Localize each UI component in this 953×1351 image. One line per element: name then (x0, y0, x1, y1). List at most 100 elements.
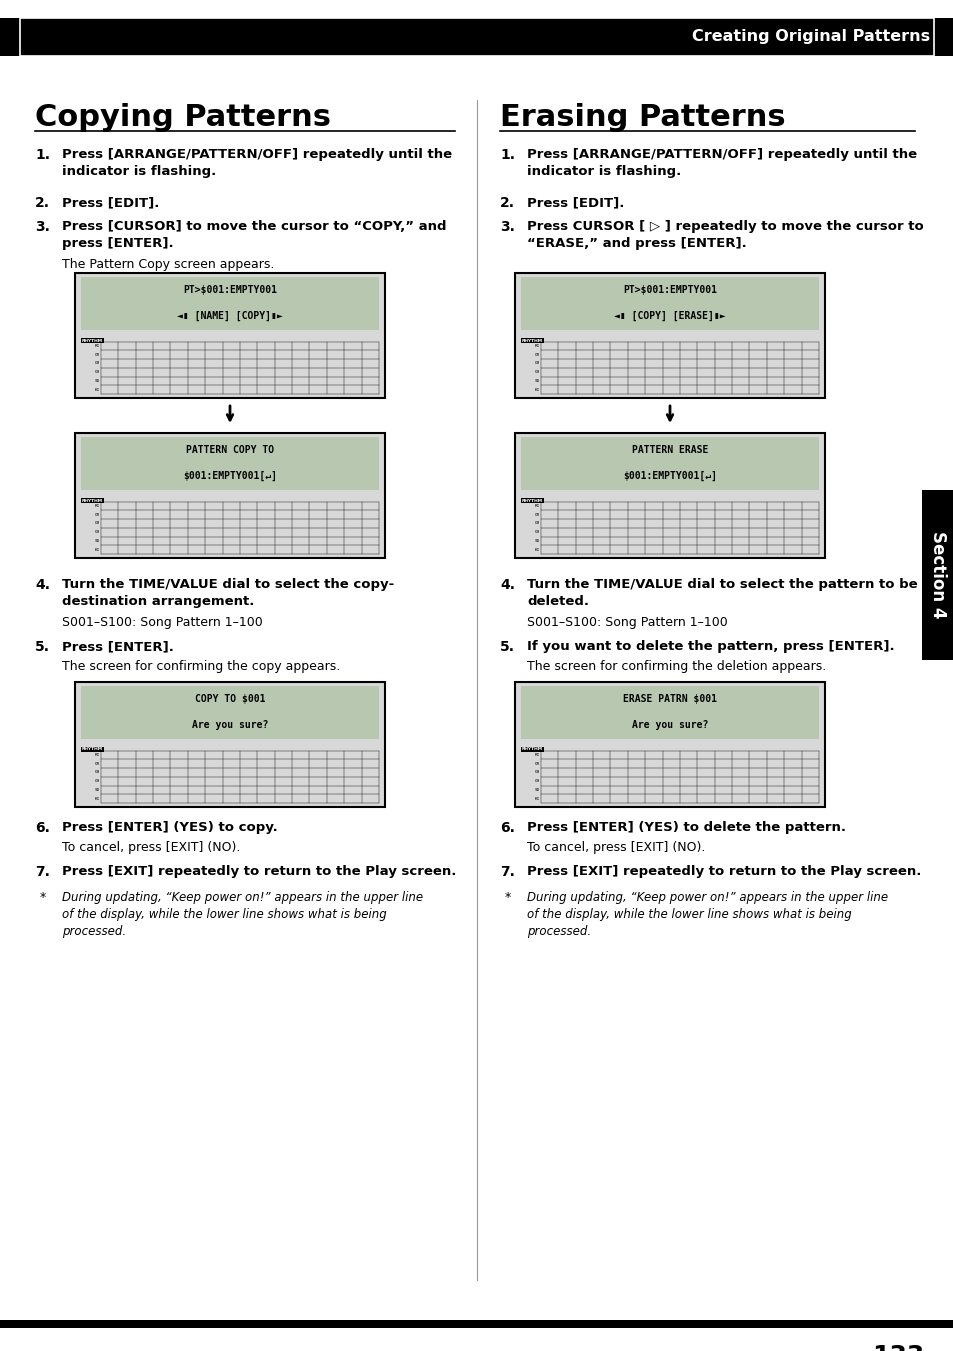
Text: CR: CR (94, 512, 100, 516)
Text: RHYTHM: RHYTHM (521, 499, 542, 503)
Bar (520, 436, 818, 489)
Bar (520, 277, 818, 330)
Bar (75, 273, 385, 399)
Bar (515, 682, 824, 807)
Text: 3.: 3. (499, 220, 515, 234)
Text: PT>$001:EMPTY001: PT>$001:EMPTY001 (183, 285, 276, 295)
Text: Turn the TIME/VALUE dial to select the copy-
destination arrangement.: Turn the TIME/VALUE dial to select the c… (62, 578, 394, 608)
Text: KI: KI (535, 388, 539, 392)
Text: CR: CR (94, 762, 100, 766)
Text: KI: KI (535, 547, 539, 551)
Text: 2.: 2. (499, 196, 515, 209)
Text: The screen for confirming the copy appears.: The screen for confirming the copy appea… (62, 661, 340, 673)
Text: 3.: 3. (35, 220, 50, 234)
Text: ◄▮ [COPY] [ERASE]▮►: ◄▮ [COPY] [ERASE]▮► (614, 311, 725, 322)
Text: Section 4: Section 4 (928, 531, 946, 619)
Text: Press [ARRANGE/PATTERN/OFF] repeatedly until the
indicator is flashing.: Press [ARRANGE/PATTERN/OFF] repeatedly u… (62, 149, 452, 178)
Text: RI: RI (535, 345, 539, 347)
Text: OH: OH (94, 361, 100, 365)
Text: Press [EDIT].: Press [EDIT]. (526, 196, 623, 209)
Text: 7.: 7. (35, 865, 50, 880)
Text: S001–S100: Song Pattern 1–100: S001–S100: Song Pattern 1–100 (62, 616, 262, 630)
Text: ◄▮ [NAME] [COPY]▮►: ◄▮ [NAME] [COPY]▮► (177, 311, 283, 322)
Text: Press [ENTER] (YES) to copy.: Press [ENTER] (YES) to copy. (62, 821, 277, 834)
Text: KI: KI (94, 388, 100, 392)
Text: Press CURSOR [ ▷ ] repeatedly to move the cursor to
“ERASE,” and press [ENTER].: Press CURSOR [ ▷ ] repeatedly to move th… (526, 220, 923, 250)
Bar (921, 490, 953, 661)
Text: Erasing Patterns: Erasing Patterns (499, 103, 785, 132)
Text: KI: KI (94, 797, 100, 801)
Bar (75, 682, 385, 807)
Text: CH: CH (535, 370, 539, 374)
Text: CH: CH (94, 370, 100, 374)
Text: SD: SD (94, 788, 100, 792)
Text: RHYTHM: RHYTHM (82, 747, 103, 751)
Text: CH: CH (535, 780, 539, 784)
Text: During updating, “Keep power on!” appears in the upper line
of the display, whil: During updating, “Keep power on!” appear… (62, 892, 423, 938)
Text: OH: OH (535, 770, 539, 774)
Text: Turn the TIME/VALUE dial to select the pattern to be
deleted.: Turn the TIME/VALUE dial to select the p… (526, 578, 917, 608)
Text: $001:EMPTY001[↵]: $001:EMPTY001[↵] (622, 471, 717, 481)
Bar (520, 686, 818, 739)
Text: CR: CR (535, 353, 539, 357)
Text: RI: RI (94, 504, 100, 508)
Text: $001:EMPTY001[↵]: $001:EMPTY001[↵] (183, 471, 276, 481)
Text: PATTERN ERASE: PATTERN ERASE (631, 444, 707, 455)
Text: RHYTHM: RHYTHM (521, 339, 542, 343)
Text: COPY TO $001: COPY TO $001 (194, 694, 265, 704)
Text: RI: RI (94, 345, 100, 347)
Text: OH: OH (94, 770, 100, 774)
Text: SD: SD (94, 378, 100, 382)
Text: The Pattern Copy screen appears.: The Pattern Copy screen appears. (62, 258, 274, 272)
Text: To cancel, press [EXIT] (NO).: To cancel, press [EXIT] (NO). (62, 842, 240, 854)
Bar (81, 277, 378, 330)
Text: 1.: 1. (499, 149, 515, 162)
Text: RHYTHM: RHYTHM (82, 339, 103, 343)
Text: Are you sure?: Are you sure? (631, 720, 707, 731)
Text: RI: RI (94, 753, 100, 757)
Text: SD: SD (535, 539, 539, 543)
Text: The screen for confirming the deletion appears.: The screen for confirming the deletion a… (526, 661, 825, 673)
Text: CR: CR (94, 353, 100, 357)
Text: PATTERN COPY TO: PATTERN COPY TO (186, 444, 274, 455)
Text: OH: OH (535, 521, 539, 526)
Text: 2.: 2. (35, 196, 50, 209)
Text: Press [EDIT].: Press [EDIT]. (62, 196, 159, 209)
Text: 1.: 1. (35, 149, 50, 162)
Text: 5.: 5. (35, 640, 50, 654)
Text: Copying Patterns: Copying Patterns (35, 103, 331, 132)
Text: Creating Original Patterns: Creating Original Patterns (691, 30, 929, 45)
Bar (81, 686, 378, 739)
Text: 7.: 7. (499, 865, 515, 880)
Text: 6.: 6. (35, 821, 50, 835)
Text: OH: OH (535, 361, 539, 365)
Bar (515, 273, 824, 399)
Text: RHYTHM: RHYTHM (521, 747, 542, 751)
Text: 6.: 6. (499, 821, 515, 835)
Text: CR: CR (535, 762, 539, 766)
Text: RI: RI (535, 504, 539, 508)
Text: KI: KI (94, 547, 100, 551)
Text: CH: CH (94, 780, 100, 784)
Text: During updating, “Keep power on!” appears in the upper line
of the display, whil: During updating, “Keep power on!” appear… (526, 892, 887, 938)
Text: SD: SD (94, 539, 100, 543)
Text: 133: 133 (871, 1344, 923, 1351)
Bar (0, 18, 953, 55)
Text: S001–S100: Song Pattern 1–100: S001–S100: Song Pattern 1–100 (526, 616, 727, 630)
Text: 5.: 5. (499, 640, 515, 654)
Text: OH: OH (94, 521, 100, 526)
Text: SD: SD (535, 788, 539, 792)
Text: 4.: 4. (499, 578, 515, 592)
Text: *: * (504, 892, 511, 904)
Text: ERASE PATRN $001: ERASE PATRN $001 (622, 694, 717, 704)
Text: 4.: 4. (35, 578, 50, 592)
Text: Press [EXIT] repeatedly to return to the Play screen.: Press [EXIT] repeatedly to return to the… (62, 865, 456, 878)
Bar (0, 1320, 953, 1328)
Bar (75, 434, 385, 558)
Bar (515, 434, 824, 558)
Text: Press [EXIT] repeatedly to return to the Play screen.: Press [EXIT] repeatedly to return to the… (526, 865, 921, 878)
Text: RI: RI (535, 753, 539, 757)
Text: SD: SD (535, 378, 539, 382)
Bar (81, 436, 378, 489)
Text: RHYTHM: RHYTHM (82, 499, 103, 503)
